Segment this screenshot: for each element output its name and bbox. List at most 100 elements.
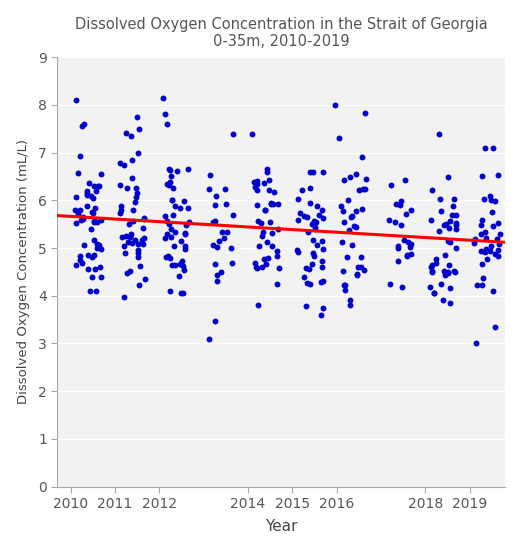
Point xyxy=(169,210,177,219)
Point xyxy=(348,211,356,220)
Point xyxy=(220,233,229,242)
Point xyxy=(213,242,221,251)
Point xyxy=(167,171,175,180)
Point xyxy=(261,205,269,214)
Point xyxy=(265,175,274,184)
Point xyxy=(122,128,130,137)
Point xyxy=(263,237,271,246)
Point xyxy=(339,207,348,216)
Point xyxy=(346,172,354,181)
Point xyxy=(310,217,318,226)
Point xyxy=(339,266,347,275)
Point xyxy=(174,272,183,281)
Point xyxy=(275,263,283,272)
Point xyxy=(309,249,317,258)
Point xyxy=(135,280,143,289)
Point xyxy=(318,236,326,245)
Point xyxy=(304,228,312,237)
Point xyxy=(118,232,126,241)
Point xyxy=(133,112,141,121)
Point xyxy=(268,199,277,208)
Point xyxy=(394,256,402,265)
Point xyxy=(211,316,219,325)
Point xyxy=(445,261,453,269)
Point xyxy=(134,245,143,254)
Point xyxy=(266,218,275,227)
Point xyxy=(354,263,362,272)
Point xyxy=(294,195,302,204)
Point xyxy=(444,237,452,246)
Point xyxy=(168,196,176,205)
Point xyxy=(442,219,450,228)
Point xyxy=(407,250,416,258)
Point xyxy=(355,186,364,195)
Point xyxy=(262,259,270,268)
Point xyxy=(482,234,490,242)
Point xyxy=(488,207,496,216)
Point xyxy=(181,230,189,239)
Point xyxy=(450,267,459,276)
Point xyxy=(166,165,174,174)
Point xyxy=(487,195,495,204)
Point xyxy=(397,197,406,206)
Point xyxy=(435,129,443,138)
Point xyxy=(229,210,238,219)
Point xyxy=(353,271,361,280)
Point xyxy=(209,241,218,250)
Point xyxy=(165,286,174,295)
Point xyxy=(264,253,272,262)
Point xyxy=(173,166,181,175)
Point xyxy=(170,242,178,251)
Point xyxy=(340,218,348,226)
Point xyxy=(494,252,502,261)
Point xyxy=(217,268,225,277)
Point xyxy=(343,252,351,261)
Point xyxy=(489,143,497,152)
Point xyxy=(357,253,365,262)
Point xyxy=(88,273,97,282)
Point xyxy=(406,242,414,251)
Point xyxy=(130,198,139,207)
Point xyxy=(274,199,282,208)
Point xyxy=(140,234,149,242)
Point xyxy=(428,260,436,269)
Point xyxy=(120,242,128,251)
Point xyxy=(162,180,171,189)
Point xyxy=(84,250,92,259)
Point xyxy=(402,250,411,259)
Point xyxy=(303,279,311,288)
Point xyxy=(86,287,94,295)
Point xyxy=(480,194,489,203)
Point xyxy=(97,244,105,253)
Point xyxy=(180,266,188,275)
Point xyxy=(128,174,137,182)
Point xyxy=(305,264,313,273)
Point xyxy=(252,263,260,272)
Point xyxy=(494,170,503,179)
Point xyxy=(449,266,458,275)
Point xyxy=(441,271,449,280)
Point xyxy=(293,247,302,256)
Point xyxy=(403,251,411,260)
Point xyxy=(259,228,268,236)
Point xyxy=(441,251,449,260)
Point xyxy=(72,96,80,105)
Point xyxy=(487,242,495,251)
Point xyxy=(318,262,326,271)
Point xyxy=(318,214,327,223)
Point xyxy=(445,224,454,233)
Point xyxy=(313,202,321,210)
Point xyxy=(470,235,479,244)
Point xyxy=(352,207,361,215)
Point xyxy=(222,228,231,236)
Point xyxy=(426,215,435,224)
Point xyxy=(472,280,481,289)
Point xyxy=(481,143,490,152)
Point xyxy=(402,209,410,218)
Point xyxy=(444,268,452,277)
Point xyxy=(123,268,131,277)
Point xyxy=(478,216,486,225)
Point xyxy=(126,232,135,241)
Point xyxy=(387,180,396,189)
Point xyxy=(222,199,230,208)
